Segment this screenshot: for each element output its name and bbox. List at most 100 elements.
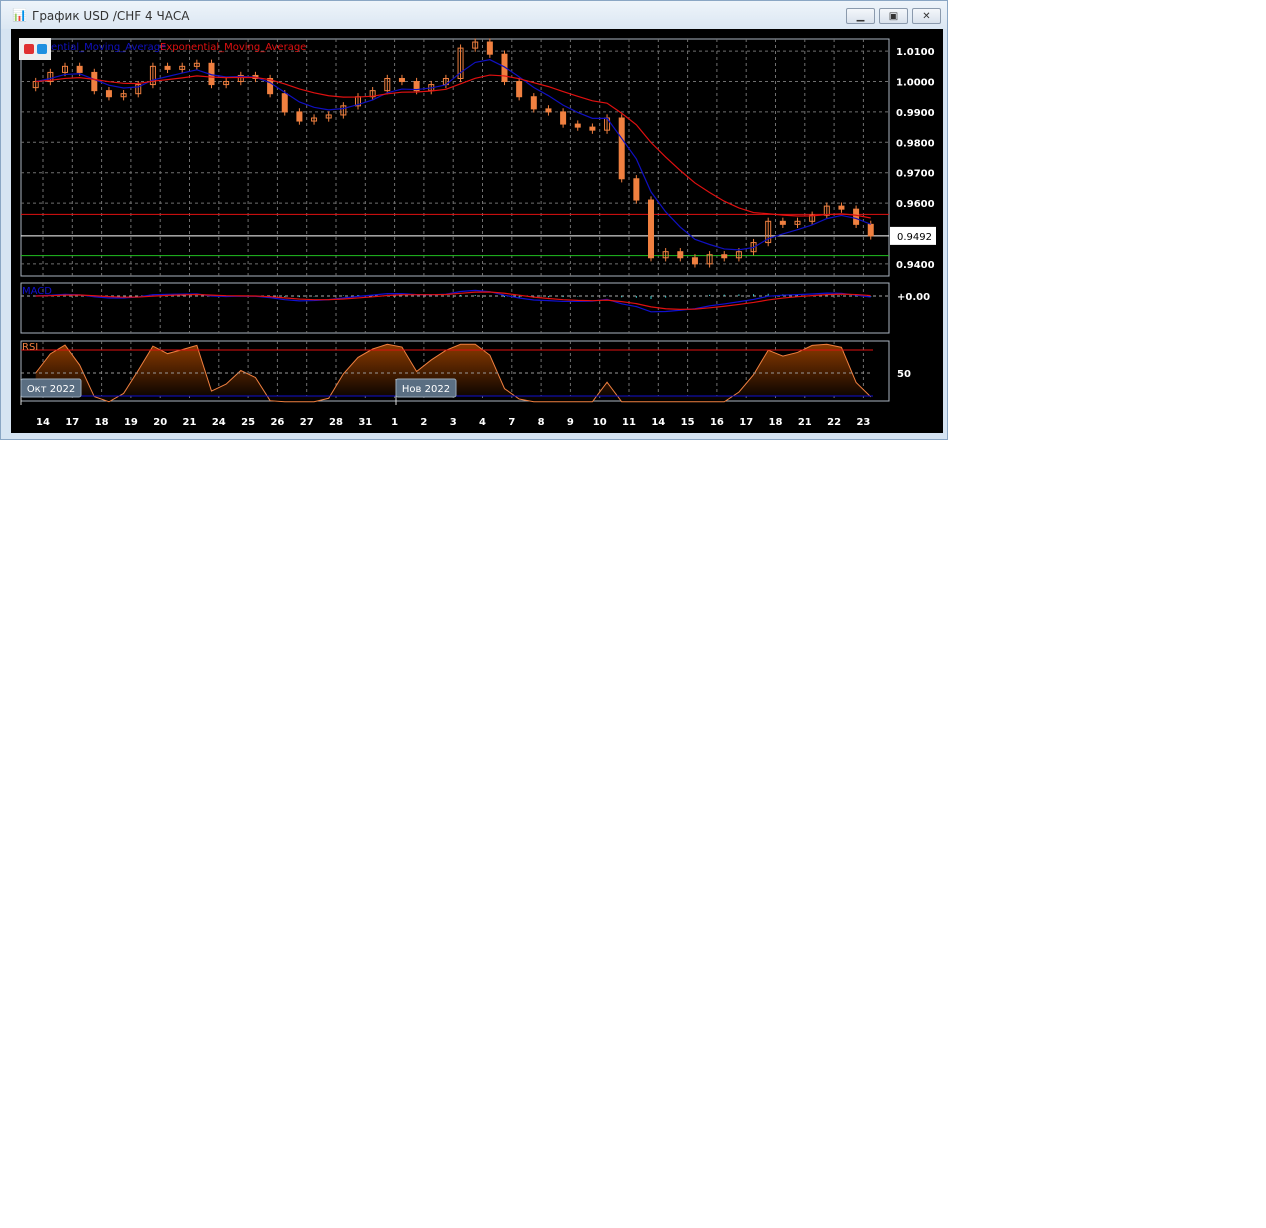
candle — [296, 111, 303, 122]
panel-frame — [20, 282, 890, 334]
macd-zero-tick: +0.00 — [897, 292, 930, 303]
macd-signal-line — [35, 291, 871, 310]
candle — [120, 93, 127, 98]
candle — [76, 65, 83, 73]
candlestick-chart-icon: 📊 — [12, 8, 27, 22]
chart-window: 📊 График USD /CHF 4 ЧАСА ▁ ▣ ✕ 14 17 18 19 2… — [0, 0, 948, 440]
x-tick-label: 4 — [479, 417, 486, 428]
y-tick-label: 0.9700 — [896, 169, 935, 180]
blue-square-icon[interactable] — [37, 44, 47, 54]
month-label-box — [395, 378, 457, 398]
x-tick-label: 21 — [798, 417, 812, 428]
rsi-label: RSI — [22, 342, 38, 353]
candle — [706, 254, 713, 265]
rsi-line — [35, 343, 872, 403]
candle — [750, 242, 757, 253]
month-label: Нов 2022 — [402, 384, 450, 395]
y-tick-label: 1.0000 — [896, 78, 935, 89]
candle — [62, 65, 68, 73]
y-tick-label: 0.9400 — [896, 260, 935, 271]
candle — [105, 90, 112, 98]
x-tick-label: 2 — [420, 417, 427, 428]
candle — [223, 81, 230, 86]
candle — [765, 220, 772, 244]
candle — [135, 84, 142, 95]
candle — [237, 74, 244, 83]
candle — [413, 81, 420, 92]
x-tick-label: 7 — [508, 417, 515, 428]
x-tick-label: 18 — [95, 417, 109, 428]
minimize-button[interactable]: ▁ — [846, 8, 875, 24]
rsi-mid-tick: 50 — [897, 369, 911, 380]
candle — [472, 41, 479, 49]
current-price-label: 0.9492 — [897, 232, 932, 243]
ema-fast-line — [35, 59, 871, 251]
x-tick-label: 25 — [241, 417, 255, 428]
candle — [823, 205, 830, 216]
x-tick-label: 17 — [739, 417, 753, 428]
candle — [486, 41, 493, 55]
x-tick-label: 3 — [450, 417, 457, 428]
candle — [662, 251, 669, 259]
candle — [633, 178, 640, 201]
candle — [560, 111, 567, 125]
x-tick-label: 21 — [183, 417, 197, 428]
candle — [164, 65, 171, 70]
panel-frame — [20, 340, 890, 402]
candle — [267, 78, 274, 95]
macd-label: MACD — [22, 286, 52, 297]
current-price-box — [890, 226, 936, 245]
x-tick-label: 22 — [827, 417, 841, 428]
x-tick-label: 17 — [65, 417, 79, 428]
candle — [648, 199, 654, 259]
x-tick-label: 24 — [212, 417, 226, 428]
candle — [867, 223, 874, 237]
candle — [179, 65, 186, 70]
month-label: Окт 2022 — [27, 384, 75, 395]
macd-line — [35, 289, 871, 313]
y-tick-label: 0.9800 — [896, 138, 935, 149]
candle — [545, 108, 552, 113]
title-bar[interactable]: 📊 График USD /CHF 4 ЧАСА ▁ ▣ ✕ — [1, 1, 947, 29]
candle — [574, 123, 581, 128]
restore-button[interactable]: ▣ — [879, 8, 908, 24]
x-tick-label: 9 — [567, 417, 574, 428]
candle — [457, 47, 464, 79]
candle — [530, 96, 537, 110]
legend-buttons — [19, 38, 51, 60]
x-tick-label: 31 — [358, 417, 372, 428]
x-tick-label: 18 — [769, 417, 783, 428]
candle — [691, 257, 698, 265]
x-tick-label: 16 — [710, 417, 724, 428]
candle — [149, 65, 156, 86]
candle — [501, 53, 508, 83]
x-tick-label: 23 — [856, 417, 870, 428]
candle — [735, 251, 742, 259]
red-square-icon[interactable] — [24, 44, 34, 54]
candle — [384, 78, 391, 92]
x-tick-label: 1 — [391, 417, 398, 428]
x-tick-label: 26 — [270, 417, 284, 428]
candle — [340, 105, 347, 116]
candle — [853, 208, 860, 225]
month-label-box — [20, 378, 82, 398]
candle — [311, 117, 318, 122]
candle — [721, 254, 728, 259]
x-tick-label: 20 — [153, 417, 167, 428]
x-tick-label: 14 — [651, 417, 665, 428]
candle — [47, 71, 54, 83]
panel-frame — [20, 38, 890, 277]
candle — [779, 220, 786, 225]
ema-slow-line — [35, 74, 871, 219]
legend-ema-fast: ential_Moving_Average — [51, 42, 166, 53]
price-chart[interactable]: 14 17 18 19 20 21 24 25 26 27 28 31 1 2 3 4 7 8 9 10 11 14 15 1… — [1, 1, 947, 439]
x-tick-label: 14 — [36, 417, 50, 428]
candle — [838, 205, 845, 210]
x-tick-label: 11 — [622, 417, 636, 428]
y-tick-label: 1.0100 — [896, 47, 935, 58]
close-button[interactable]: ✕ — [912, 8, 941, 24]
candle — [794, 220, 801, 225]
candle — [677, 251, 684, 259]
legend-ema-slow: Exponential_Moving_Average — [160, 42, 306, 53]
x-tick-label: 15 — [681, 417, 695, 428]
